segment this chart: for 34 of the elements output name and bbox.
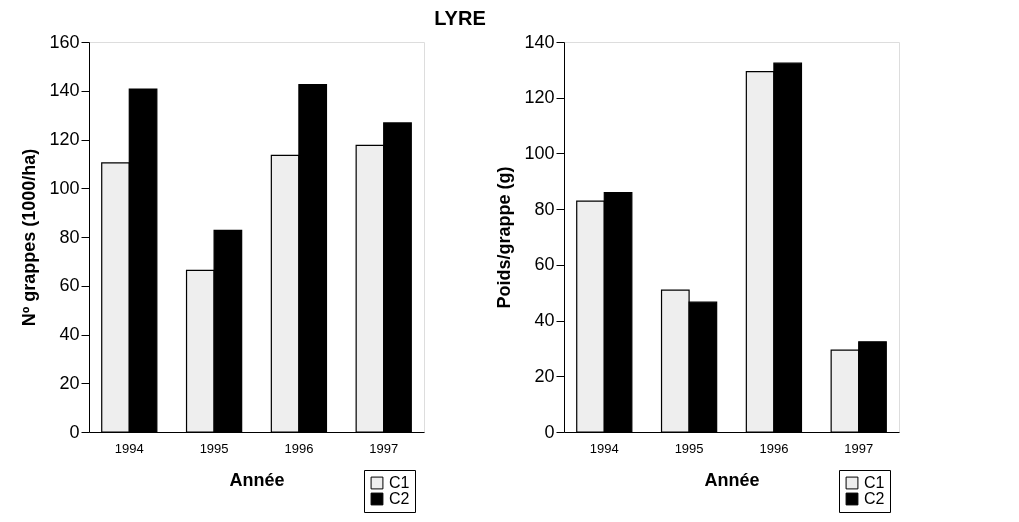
x-tick-label: 1995	[199, 440, 229, 456]
chart-title: LYRE	[434, 6, 486, 29]
y-tick-label: 40	[534, 310, 555, 331]
y-tick-label: 20	[534, 365, 555, 386]
y-tick-label: 120	[524, 87, 555, 108]
x-tick-label: 1995	[674, 440, 704, 456]
x-tick-label: 1996	[759, 440, 789, 456]
y-tick-label: 140	[524, 31, 555, 52]
y-tick-label: 100	[49, 177, 80, 198]
y-tick-label: 0	[69, 421, 80, 442]
x-tick-label: 1997	[369, 440, 399, 456]
legend-label: C1	[864, 474, 885, 491]
y-tick-label: 0	[544, 421, 555, 442]
x-tick-label: 1996	[284, 440, 314, 456]
y-tick-label: 100	[524, 142, 555, 163]
y-axis-title: Poids/grappe (g)	[494, 166, 515, 309]
x-tick-label: 1994	[589, 440, 619, 456]
y-tick-label: 80	[534, 198, 555, 219]
y-tick-label: 140	[49, 80, 80, 101]
y-tick-label: 40	[59, 324, 80, 344]
x-axis-title: Année	[704, 469, 760, 490]
y-tick-label: 80	[59, 226, 80, 247]
legend-label: C1	[389, 474, 410, 491]
y-tick-label: 60	[534, 254, 555, 275]
y-tick-label: 160	[49, 31, 80, 52]
x-tick-label: 1994	[114, 440, 144, 456]
y-tick-label: 20	[59, 372, 80, 393]
y-tick-label: 120	[49, 129, 80, 149]
legend-label: C2	[864, 490, 885, 507]
legend-label: C2	[389, 490, 410, 507]
x-tick-label: 1997	[844, 440, 874, 456]
y-tick-label: 60	[59, 275, 80, 296]
x-axis-title: Année	[229, 469, 285, 490]
y-axis-title: Nº grappes (1000/ha)	[19, 148, 40, 327]
